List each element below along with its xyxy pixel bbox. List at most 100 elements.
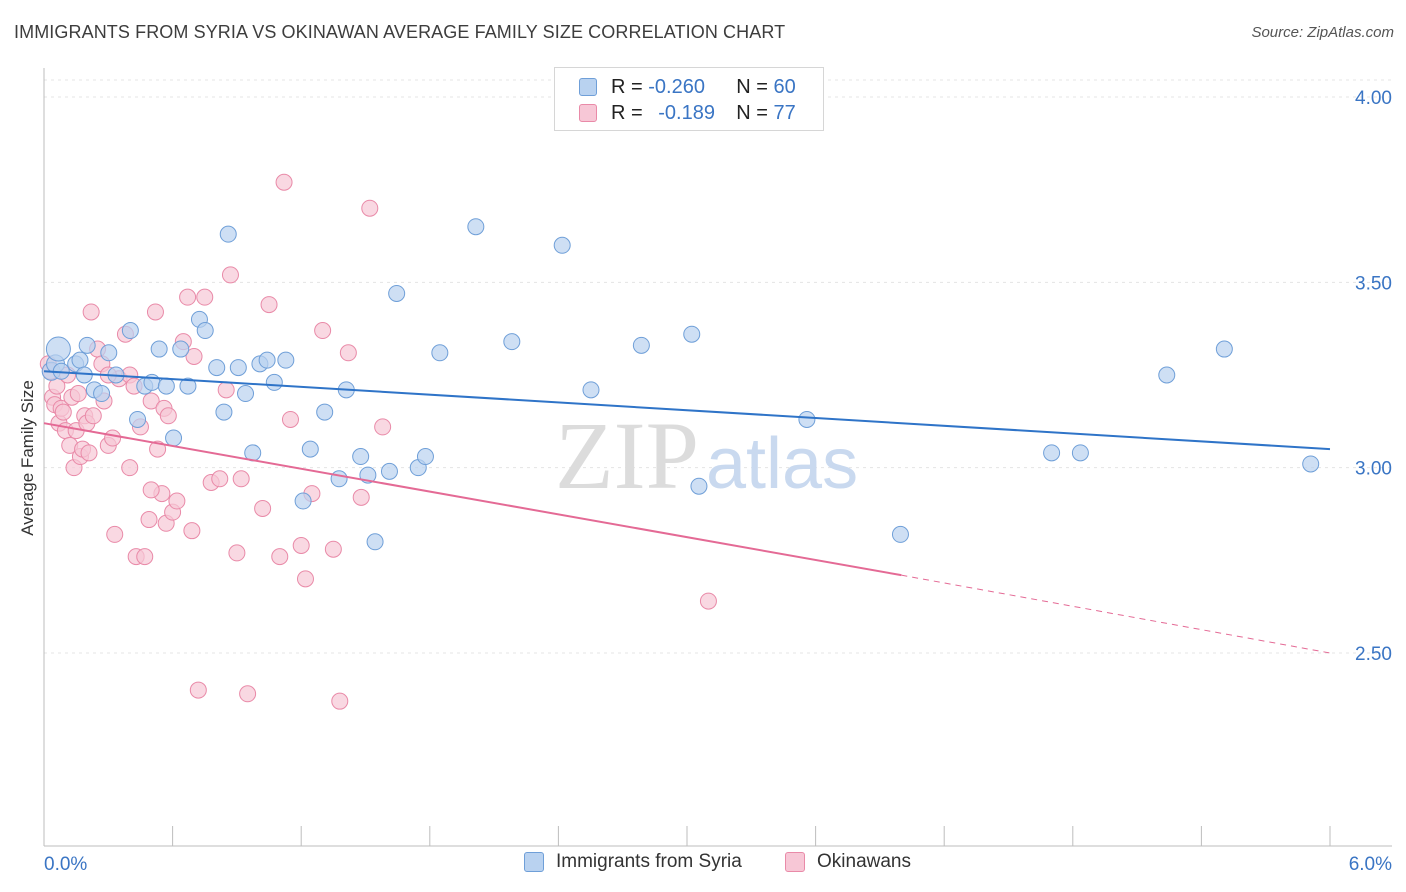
point-okinawans <box>104 429 122 447</box>
point-okinawans <box>239 685 257 703</box>
legend-n-value: 77 <box>773 101 796 124</box>
series-syria-points <box>41 218 1320 551</box>
point-syria <box>45 336 71 362</box>
point-okinawans <box>69 385 87 403</box>
watermark-zip: ZIP <box>555 402 699 509</box>
point-okinawans <box>292 537 310 555</box>
point-okinawans <box>136 548 154 566</box>
point-okinawans <box>84 407 102 425</box>
point-syria <box>891 525 909 543</box>
point-syria <box>265 373 283 391</box>
axes <box>43 68 1392 847</box>
point-syria <box>366 533 384 551</box>
legend-n-label: N = <box>736 101 768 124</box>
legend-n-value: 60 <box>773 75 796 98</box>
point-okinawans <box>260 296 278 314</box>
point-syria <box>1043 444 1061 462</box>
point-okinawans <box>82 303 100 321</box>
watermark: ZIP atlas <box>555 402 858 509</box>
point-okinawans <box>179 288 197 306</box>
trendline-okinawans <box>43 422 902 577</box>
point-okinawans <box>339 344 357 362</box>
point-syria <box>229 359 247 377</box>
point-syria <box>71 351 89 369</box>
source-label: Source: ZipAtlas.com <box>1251 24 1394 41</box>
point-okinawans <box>271 548 289 566</box>
point-syria <box>237 385 255 403</box>
bottom-legend-swatch-syria <box>524 852 544 872</box>
point-syria <box>503 333 521 351</box>
trendline-okinawans-extension <box>901 574 1331 654</box>
point-okinawans <box>217 381 235 399</box>
point-syria <box>1302 455 1320 473</box>
point-syria <box>316 403 334 421</box>
point-syria <box>553 236 571 254</box>
bottom-legend-swatch-okinawans <box>785 852 805 872</box>
point-okinawans <box>352 488 370 506</box>
y-axis-label: Average Family Size <box>18 380 37 536</box>
point-okinawans <box>54 403 72 421</box>
point-okinawans <box>324 540 342 558</box>
bottom-legend-label-okinawans: Okinawans <box>817 851 911 872</box>
bottom-legend: Immigrants from Syria Okinawans <box>0 851 1406 877</box>
point-syria <box>100 344 118 362</box>
legend-r-label: R = <box>611 75 643 98</box>
point-okinawans <box>314 322 332 340</box>
point-okinawans <box>142 481 160 499</box>
point-okinawans <box>232 470 250 488</box>
x-tick-label-max: 6.0% <box>1349 854 1392 875</box>
point-okinawans <box>80 444 98 462</box>
point-syria <box>215 403 233 421</box>
point-syria <box>1071 444 1089 462</box>
y-tick-label: 3.00 <box>1355 459 1392 480</box>
point-syria <box>582 381 600 399</box>
y-tick-label: 2.50 <box>1355 644 1392 665</box>
point-okinawans <box>189 681 207 699</box>
legend-row-okinawans: R = -0.189 N = 77 <box>579 101 796 125</box>
point-syria <box>467 218 485 236</box>
y-tick-label: 4.00 <box>1355 88 1392 109</box>
point-okinawans <box>168 492 186 510</box>
point-syria <box>219 225 237 243</box>
point-syria <box>93 385 111 403</box>
bottom-legend-okinawans: Okinawans <box>785 851 911 873</box>
point-syria <box>352 448 370 466</box>
bottom-legend-syria: Immigrants from Syria <box>524 851 742 873</box>
y-tick-label: 3.50 <box>1355 273 1392 294</box>
point-syria <box>1215 340 1233 358</box>
point-okinawans <box>281 410 299 428</box>
point-syria <box>330 470 348 488</box>
legend-row-syria: R = -0.260 N = 60 <box>579 75 796 99</box>
x-tick-labels: 0.0% 6.0% <box>44 854 1392 875</box>
point-syria <box>416 448 434 466</box>
point-syria <box>129 410 147 428</box>
point-syria <box>380 462 398 480</box>
point-syria <box>172 340 190 358</box>
point-okinawans <box>106 525 124 543</box>
point-okinawans <box>159 407 177 425</box>
point-syria <box>179 377 197 395</box>
point-okinawans <box>296 570 314 588</box>
point-okinawans <box>374 418 392 436</box>
point-okinawans <box>142 392 160 410</box>
point-syria <box>165 429 183 447</box>
trendline-syria <box>43 370 1331 451</box>
chart-title: IMMIGRANTS FROM SYRIA VS OKINAWAN AVERAG… <box>14 22 786 42</box>
point-okinawans <box>221 266 239 284</box>
point-okinawans <box>699 592 717 610</box>
point-okinawans <box>275 173 293 191</box>
bottom-legend-label-syria: Immigrants from Syria <box>556 851 742 872</box>
point-okinawans <box>183 522 201 540</box>
point-okinawans <box>149 440 167 458</box>
point-okinawans <box>254 499 272 517</box>
point-okinawans <box>211 470 229 488</box>
point-syria <box>798 410 816 428</box>
point-okinawans <box>146 303 164 321</box>
legend-n-label: N = <box>736 75 768 98</box>
legend-swatch-syria <box>579 78 597 96</box>
point-syria <box>632 336 650 354</box>
point-syria <box>1158 366 1176 384</box>
legend-r-value: -0.260 <box>648 75 705 98</box>
point-syria <box>157 377 175 395</box>
